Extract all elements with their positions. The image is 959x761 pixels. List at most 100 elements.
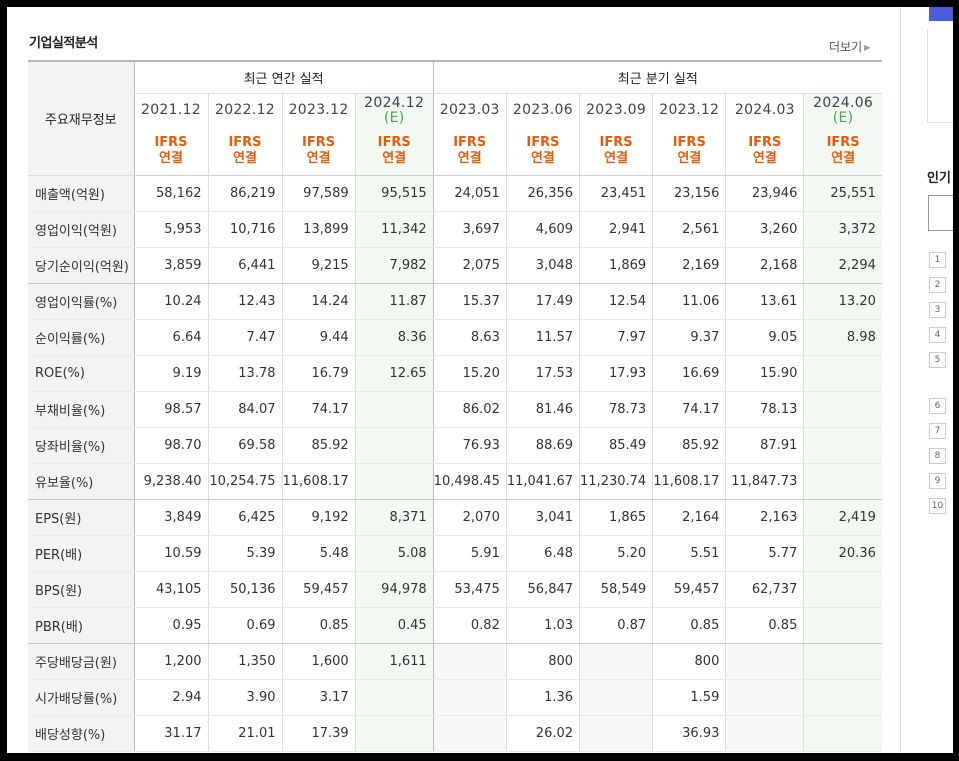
table-row: 주당배당금(원) 1,200 1,350 1,600 1,611 800 800 <box>28 643 882 680</box>
table-row: 당좌비율(%) 98.70 69.58 85.92 76.93 88.69 85.49 85.… <box>28 427 882 464</box>
value-cell: 2.94 <box>133 679 208 716</box>
rank-badge: 2 <box>929 277 946 293</box>
row-label: 영업이익률(%) <box>28 283 134 320</box>
value-cell: 8.98 <box>803 319 882 356</box>
value-cell: 0.87 <box>579 607 653 644</box>
value-cell <box>803 715 882 752</box>
value-cell: 7,982 <box>354 247 434 284</box>
value-cell: 12.54 <box>579 283 653 320</box>
right-divider <box>900 7 901 753</box>
ifrs-text: IFRS <box>599 135 633 150</box>
value-cell: 2,294 <box>803 247 882 284</box>
value-cell <box>432 679 507 716</box>
table-row: 매출액(억원) 58,162 86,219 97,589 95,515 24,051 26,… <box>28 175 882 212</box>
value-cell: 1,869 <box>579 247 653 284</box>
value-cell: 87.91 <box>725 427 804 464</box>
more-label: 더보기 <box>829 40 863 54</box>
value-cell: 12.43 <box>207 283 282 320</box>
value-cell: 50,136 <box>207 571 282 608</box>
more-link[interactable]: 더보기 ▶ <box>829 38 870 55</box>
value-cell: 11,608.17 <box>652 463 726 500</box>
value-cell: 13.61 <box>725 283 804 320</box>
value-cell: 84.07 <box>207 391 282 428</box>
value-cell: 2,163 <box>725 499 804 536</box>
value-cell: 5.77 <box>725 535 804 572</box>
ifrs-label: IFRS 연결 <box>432 127 507 176</box>
value-cell <box>579 715 653 752</box>
value-cell: 1,611 <box>354 643 434 680</box>
value-cell: 4,609 <box>505 211 580 248</box>
financial-table: 주요재무정보 최근 연간 실적 최근 분기 실적 2021.12 2022.12 2… <box>28 60 882 752</box>
value-cell: 11.87 <box>354 283 434 320</box>
table-row: EPS(원) 3,849 6,425 9,192 8,371 2,070 3,041 1,86… <box>28 499 882 536</box>
row-label: EPS(원) <box>28 499 134 536</box>
rank-badge: 8 <box>929 448 946 464</box>
value-cell: 9,192 <box>281 499 356 536</box>
value-cell: 10,254.75 <box>207 463 282 500</box>
value-cell: 26,356 <box>505 175 580 212</box>
value-cell: 86,219 <box>207 175 282 212</box>
table-row: 배당성향(%) 31.17 21.01 17.39 26.02 36.93 <box>28 715 882 752</box>
value-cell: 7.97 <box>579 319 653 356</box>
value-cell: 5.51 <box>652 535 726 572</box>
rank-badge: 6 <box>929 398 946 414</box>
estimate-marker: (E) <box>832 109 854 126</box>
value-cell <box>354 463 434 500</box>
consolidated-text: 연결 <box>530 151 555 166</box>
value-cell: 11.06 <box>652 283 726 320</box>
annual-group-header: 최근 연간 실적 <box>133 60 434 94</box>
value-cell <box>725 715 804 752</box>
value-cell: 81.46 <box>505 391 580 428</box>
value-cell <box>803 679 882 716</box>
value-cell: 94,978 <box>354 571 434 608</box>
value-cell <box>354 715 434 752</box>
period-header: 2024.03 <box>725 93 804 127</box>
value-cell: 1.36 <box>505 679 580 716</box>
estimate-marker: (E) <box>383 109 405 126</box>
value-cell: 3.90 <box>207 679 282 716</box>
row-label: 부채비율(%) <box>28 391 134 428</box>
value-cell: 1,350 <box>207 643 282 680</box>
value-cell: 59,457 <box>281 571 356 608</box>
value-cell: 78.73 <box>579 391 653 428</box>
period-label: 2023.06 <box>512 102 573 118</box>
value-cell: 8.63 <box>432 319 507 356</box>
value-cell: 6.64 <box>133 319 208 356</box>
value-cell: 2,070 <box>432 499 507 536</box>
value-cell: 85.92 <box>281 427 356 464</box>
value-cell: 23,156 <box>652 175 726 212</box>
table-row: ROE(%) 9.19 13.78 16.79 12.65 15.20 17.53 17.93… <box>28 355 882 392</box>
value-cell: 1,200 <box>133 643 208 680</box>
sidebar-search-input[interactable] <box>928 195 953 231</box>
period-header: 2023.12 <box>281 93 356 127</box>
table-row: PER(배) 10.59 5.39 5.48 5.08 5.91 6.48 5.20 5.51 5… <box>28 535 882 572</box>
value-cell: 86.02 <box>432 391 507 428</box>
value-cell: 17.53 <box>505 355 580 392</box>
value-cell: 76.93 <box>432 427 507 464</box>
value-cell: 7.47 <box>207 319 282 356</box>
value-cell: 800 <box>652 643 726 680</box>
table-row: 시가배당률(%) 2.94 3.90 3.17 1.36 1.59 <box>28 679 882 716</box>
value-cell: 1,600 <box>281 643 356 680</box>
value-cell: 3,697 <box>432 211 507 248</box>
value-cell: 98.57 <box>133 391 208 428</box>
value-cell: 36.93 <box>652 715 726 752</box>
row-label: ROE(%) <box>28 355 134 392</box>
value-cell: 12.65 <box>354 355 434 392</box>
value-cell: 2,941 <box>579 211 653 248</box>
value-cell: 800 <box>505 643 580 680</box>
table-row: 영업이익(억원) 5,953 10,716 13,899 11,342 3,697 4,60… <box>28 211 882 248</box>
value-cell: 97,589 <box>281 175 356 212</box>
value-cell <box>579 679 653 716</box>
value-cell: 62,737 <box>725 571 804 608</box>
value-cell <box>803 391 882 428</box>
value-cell: 8,371 <box>354 499 434 536</box>
value-cell: 9.37 <box>652 319 726 356</box>
value-cell: 8.36 <box>354 319 434 356</box>
period-label: 2024.12 <box>364 94 425 111</box>
value-cell: 3.17 <box>281 679 356 716</box>
value-cell: 0.85 <box>652 607 726 644</box>
rank-badge: 9 <box>929 473 946 489</box>
value-cell: 9.44 <box>281 319 356 356</box>
value-cell: 20.36 <box>803 535 882 572</box>
